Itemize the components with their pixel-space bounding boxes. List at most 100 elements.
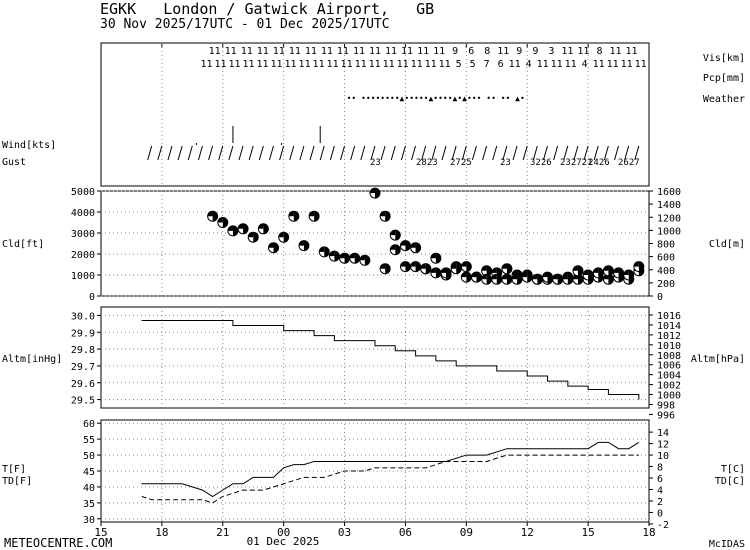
cloud-symbol-fill — [400, 261, 406, 267]
vis-value-bottom: 11 — [341, 59, 353, 70]
wind-barb — [614, 145, 619, 161]
cloud-cover-symbol — [542, 271, 554, 283]
cloud-symbol-fill — [329, 251, 335, 257]
vis-value-bottom: 11 — [621, 59, 633, 70]
cloud-symbol-fill — [410, 242, 416, 248]
vis-value-top: 11 — [433, 46, 445, 57]
wind-barb — [471, 145, 477, 161]
cloud-symbol-fill — [481, 274, 487, 280]
temp-f-tick-label: 30 — [83, 515, 95, 526]
cloud-symbol-fill — [319, 246, 325, 252]
vis-value-bottom: 4 — [582, 59, 588, 70]
gust-label: 23 — [370, 158, 381, 168]
vis-value-bottom: 11 — [201, 59, 213, 70]
wind-barb — [299, 145, 305, 161]
vis-value-bottom: 11 — [425, 59, 437, 70]
temp-frame — [100, 419, 650, 523]
vis-value-bottom: 11 — [299, 59, 311, 70]
gust-axis-label: Gust — [2, 157, 26, 168]
cloud-cover-symbol — [633, 261, 645, 273]
vis-value-bottom: 11 — [565, 59, 577, 70]
vis-value-top: 11 — [225, 46, 237, 57]
cloud-symbol-fill — [567, 274, 573, 285]
cloud-symbol-fill — [385, 211, 391, 222]
cloud-symbol-fill — [405, 261, 411, 272]
cloud-symbol-fill — [608, 274, 614, 285]
cloud-symbol-fill — [603, 265, 609, 271]
altm-inhg-axis-label: Altm[inHg] — [2, 354, 62, 365]
altm-hpa-tick-label: 1006 — [657, 361, 681, 372]
cloud-cover-symbol — [247, 231, 259, 243]
altm-inhg-tick-label: 29.8 — [71, 345, 95, 356]
cloud-cover-symbol — [278, 231, 290, 243]
altm-hpa-axis-label: Altm[hPa] — [691, 354, 745, 365]
vis-value-bottom: 11 — [439, 59, 451, 70]
vis-value-bottom: 11 — [243, 59, 255, 70]
wind-barb — [390, 145, 396, 161]
cloud-symbol-fill — [430, 253, 436, 259]
x-tick-label: 18 — [155, 526, 168, 539]
cloud-cover-symbol — [217, 217, 229, 228]
vis-value-bottom: 5 — [456, 59, 462, 70]
cloud-symbol-fill — [583, 270, 589, 275]
temp-f-tick-label: 60 — [83, 419, 95, 430]
vis-value-bottom: 11 — [285, 59, 297, 70]
temp-c-tick-label: 14 — [657, 428, 669, 439]
altm-hpa-tick-label: 1014 — [657, 321, 681, 332]
cld-ft-tick-label: 0 — [89, 292, 95, 303]
cld-ft-axis-label: Cld[ft] — [2, 239, 44, 250]
temp-f-tick-label: 35 — [83, 499, 95, 510]
cloud-symbol-fill — [506, 263, 512, 274]
cloud-symbol-fill — [512, 274, 518, 280]
cloud-symbol-fill — [410, 261, 416, 267]
weather-axis-label: Weather — [703, 94, 745, 105]
vis-value-top: 11 — [209, 46, 221, 57]
altm-hpa-tick-label: 1010 — [657, 341, 681, 352]
cloud-cover-symbol — [268, 242, 280, 254]
vis-value-top: 9 — [532, 46, 538, 57]
cloud-symbol-fill — [415, 242, 421, 253]
cloud-symbol-fill — [481, 265, 487, 271]
cld-m-tick-label: 1600 — [657, 187, 681, 198]
wind-axis-label: Wind[kts] — [2, 140, 56, 151]
obs-frame — [100, 42, 650, 187]
cloud-symbol-fill — [547, 272, 553, 283]
cloud-cover-symbol — [298, 240, 310, 252]
cloud-symbol-fill — [298, 240, 304, 246]
gust-label: 2627 — [618, 158, 640, 168]
cloud-symbol-fill — [390, 230, 396, 236]
wind-barb — [400, 145, 406, 161]
wind-barb — [370, 145, 376, 161]
cloud-cover-symbol — [481, 273, 493, 285]
cloud-symbol-fill — [207, 211, 213, 217]
vis-value-bottom: 11 — [537, 59, 549, 70]
cloud-symbol-fill — [232, 225, 238, 236]
wind-barb — [340, 145, 345, 161]
cloud-symbol-fill — [405, 240, 411, 251]
x-tick-label: 15 — [581, 526, 594, 539]
weather-symbols: •• ••••••••▲•••••▲••••▲•▲••• •• •• ▲• — [347, 94, 525, 103]
cloud-cover-symbol — [552, 273, 564, 285]
cloud-symbol-fill — [527, 272, 533, 283]
cloud-symbol-fill — [618, 267, 624, 278]
pcp-axis-label: Pcp[mm] — [703, 73, 745, 84]
dewpoint-line — [141, 454, 639, 504]
vis-value-top: 11 — [321, 46, 333, 57]
cloud-symbol-fill — [375, 188, 380, 199]
gust-label: 2823 — [416, 158, 438, 168]
altm-inhg-tick-label: 29.6 — [71, 379, 95, 390]
cloud-symbol-fill — [486, 265, 492, 276]
cld-m-tick-label: 0 — [657, 292, 663, 303]
vis-value-top: 11 — [561, 46, 573, 57]
wind-barb — [502, 145, 508, 161]
vis-value-bottom: 11 — [635, 59, 647, 70]
cloud-cover-symbol — [399, 261, 411, 273]
vis-value-bottom: 11 — [509, 59, 521, 70]
wind-barb — [563, 145, 569, 161]
cloud-symbol-fill — [486, 274, 492, 285]
cloud-symbol-fill — [273, 242, 279, 253]
temp-c-tick-label: 12 — [657, 440, 669, 451]
cld-m-tick-label: 1200 — [657, 213, 681, 224]
cloud-symbol-fill — [425, 263, 431, 274]
wind-barb — [380, 145, 386, 161]
